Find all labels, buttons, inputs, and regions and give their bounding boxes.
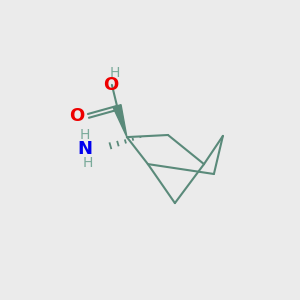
Text: H: H [80,128,90,142]
Text: O: O [103,76,118,94]
Text: H: H [110,66,120,80]
Text: H: H [83,156,93,170]
Text: N: N [77,140,92,158]
Polygon shape [113,105,127,137]
Text: O: O [70,107,85,125]
